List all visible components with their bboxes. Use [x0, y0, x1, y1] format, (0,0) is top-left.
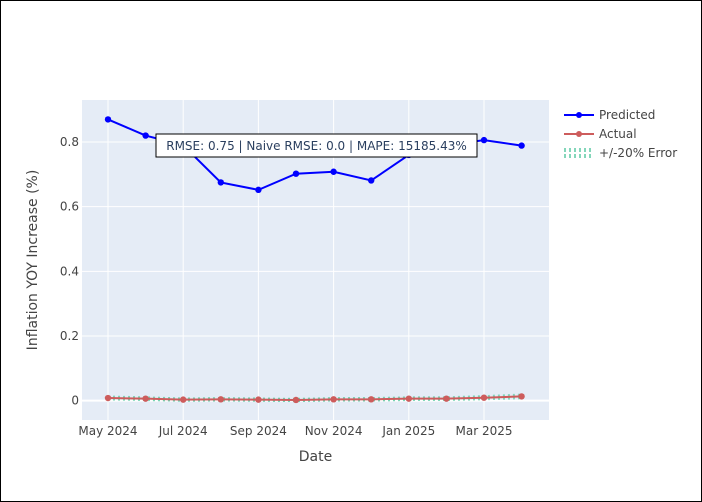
legend-item-error-band[interactable]: +/-20% Error [564, 146, 677, 160]
x-tick-label: Jul 2024 [158, 424, 208, 438]
actual-point[interactable] [405, 395, 412, 402]
actual-point[interactable] [368, 396, 375, 403]
actual-point[interactable] [104, 394, 112, 402]
x-tick-label: Sep 2024 [230, 424, 287, 438]
metrics-annotation-text: RMSE: 0.75 | Naive RMSE: 0.0 | MAPE: 151… [166, 139, 467, 153]
legend-marker-actual [576, 131, 582, 137]
metrics-annotation: RMSE: 0.75 | Naive RMSE: 0.0 | MAPE: 151… [155, 133, 478, 158]
y-axis-ticks: 0 0.2 0.4 0.6 0.8 [60, 135, 79, 408]
y-tick-label: 0.6 [60, 200, 79, 214]
predicted-point[interactable] [480, 136, 488, 144]
x-tick-label: Nov 2024 [305, 424, 363, 438]
actual-point[interactable] [180, 396, 187, 403]
legend-label-error-band: +/-20% Error [599, 146, 677, 160]
actual-point[interactable] [255, 396, 262, 403]
predicted-point[interactable] [255, 186, 262, 194]
predicted-point[interactable] [368, 177, 375, 184]
actual-point[interactable] [142, 395, 149, 402]
predicted-point[interactable] [217, 179, 224, 186]
actual-point[interactable] [330, 396, 337, 403]
actual-point[interactable] [443, 395, 450, 402]
legend-label-predicted: Predicted [599, 108, 655, 122]
actual-point[interactable] [480, 394, 488, 401]
y-tick-label: 0.4 [60, 264, 79, 278]
legend: Predicted Actual +/-20% Error [564, 108, 677, 160]
actual-point[interactable] [292, 396, 300, 404]
y-tick-label: 0.2 [60, 329, 79, 343]
actual-line [107, 395, 522, 401]
predicted-point[interactable] [142, 132, 149, 139]
x-tick-label: Jan 2025 [381, 424, 435, 438]
legend-marker-predicted [576, 112, 582, 118]
legend-item-actual[interactable]: Actual [564, 127, 637, 141]
legend-item-predicted[interactable]: Predicted [564, 108, 655, 122]
predicted-point[interactable] [292, 170, 300, 177]
y-axis-title: Inflation YOY Increase (%) [25, 170, 41, 351]
predicted-point[interactable] [518, 142, 525, 149]
predicted-point[interactable] [330, 168, 337, 175]
y-tick-label: 0 [71, 394, 79, 408]
x-axis-ticks: May 2024 Jul 2024 Sep 2024 Nov 2024 Jan 2025… [78, 424, 512, 438]
x-tick-label: May 2024 [78, 424, 137, 438]
actual-point[interactable] [217, 396, 224, 403]
x-tick-label: Mar 2025 [456, 424, 513, 438]
legend-label-actual: Actual [599, 127, 637, 141]
x-axis-title: Date [299, 449, 332, 465]
y-tick-label: 0.8 [60, 135, 79, 149]
predicted-point[interactable] [104, 116, 112, 123]
actual-point[interactable] [518, 393, 525, 400]
